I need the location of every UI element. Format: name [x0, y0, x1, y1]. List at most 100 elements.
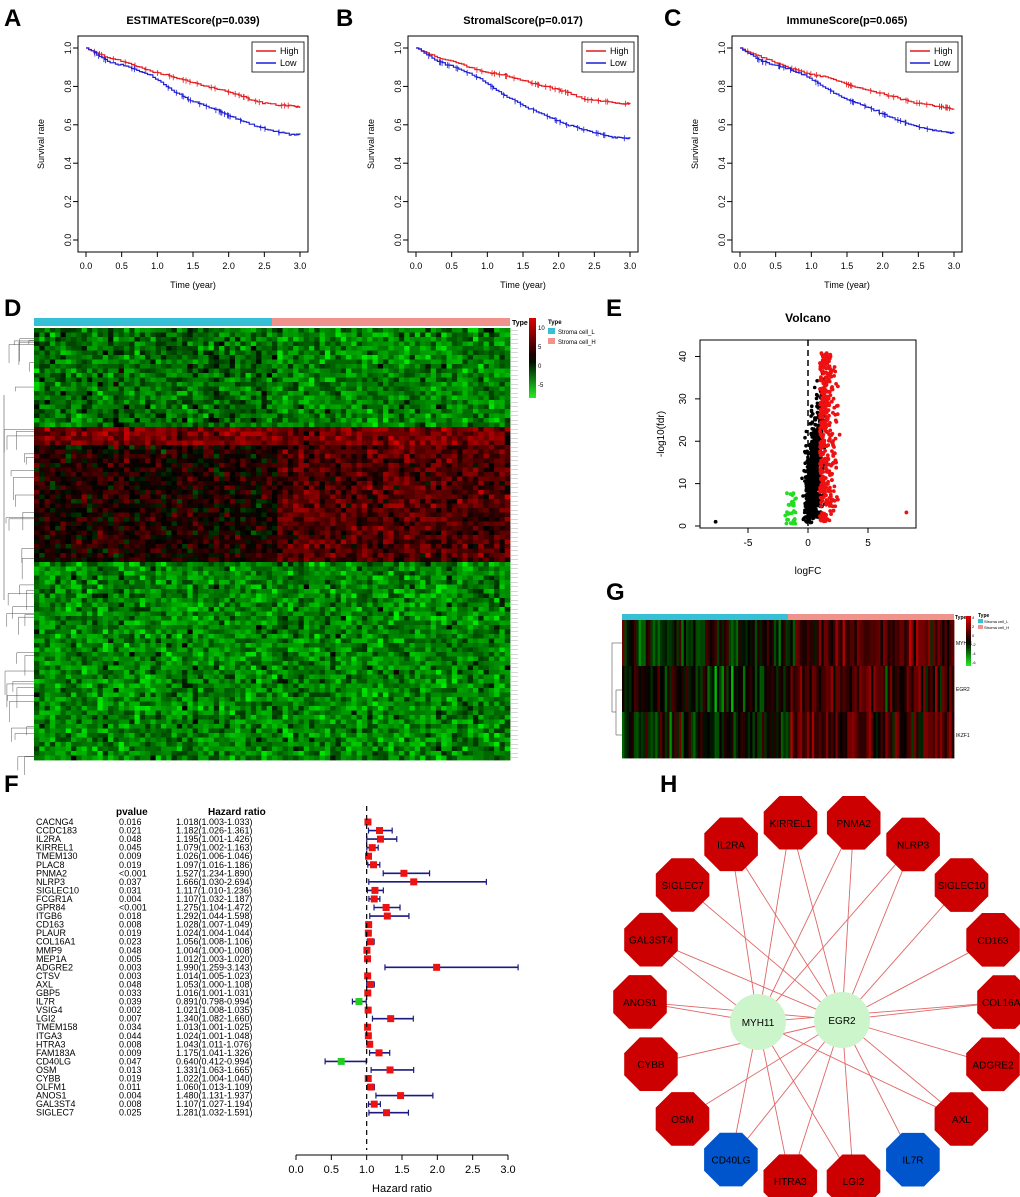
heatmap-cell — [171, 539, 178, 545]
heatmap-cell — [118, 467, 125, 473]
heatmap-cell — [208, 368, 215, 374]
heatmap-cell — [65, 400, 72, 405]
heatmap-cell — [76, 332, 82, 338]
heatmap-cell — [420, 400, 426, 405]
heatmap-cell — [303, 485, 310, 491]
heatmap-cell — [309, 328, 315, 333]
heatmap-cell — [118, 368, 125, 374]
heatmap-cell — [81, 400, 88, 405]
heatmap-cell — [293, 557, 299, 563]
heatmap-cell — [441, 539, 447, 545]
heatmap-cell — [113, 499, 120, 504]
heatmap-cell — [478, 346, 484, 351]
heatmap-cell — [504, 386, 511, 392]
heatmap-cell — [76, 391, 82, 396]
heatmap-cell — [240, 382, 246, 387]
heatmap-cell — [118, 476, 125, 482]
heatmap-cell — [245, 409, 252, 414]
heatmap-cell — [145, 539, 151, 545]
heatmap-cell — [446, 355, 453, 360]
heatmap-cell — [462, 517, 469, 522]
heatmap-cell — [435, 359, 442, 365]
heatmap-cell — [102, 535, 109, 540]
heatmap-cell — [108, 467, 114, 473]
heatmap-cell — [113, 395, 120, 401]
heatmap-cell — [145, 359, 151, 365]
heatmap-cell — [65, 445, 72, 450]
heatmap-cell — [377, 494, 384, 500]
heatmap-cell — [483, 368, 490, 374]
heatmap-cell — [49, 454, 56, 459]
heatmap-cell — [44, 418, 51, 423]
heatmap-cell — [97, 508, 104, 513]
heatmap-cell — [261, 499, 268, 504]
heatmap-cell — [65, 395, 72, 401]
heatmap-cell — [250, 512, 257, 518]
heatmap-cell — [266, 337, 273, 342]
heatmap-cell — [488, 382, 495, 387]
heatmap-cell — [213, 494, 220, 500]
heatmap-cell — [361, 359, 368, 365]
heatmap-cell — [65, 490, 72, 495]
heatmap-cell — [261, 422, 268, 428]
heatmap-cell — [330, 557, 336, 563]
heatmap-cell — [398, 395, 405, 401]
heatmap-cell — [145, 373, 151, 378]
heatmap-cell — [266, 413, 273, 419]
heatmap-cell — [361, 386, 368, 392]
heatmap-cell — [55, 359, 61, 365]
heatmap-cell — [182, 472, 188, 477]
heatmap-cell — [182, 364, 188, 369]
heatmap-cell — [39, 409, 45, 414]
heatmap-cell — [441, 364, 447, 369]
heatmap-cell — [367, 409, 373, 414]
heatmap-cell — [319, 404, 326, 410]
heatmap-cell — [60, 413, 67, 419]
heatmap-cell — [462, 463, 469, 468]
heatmap-cell — [488, 341, 495, 347]
heatmap-cell — [102, 472, 109, 477]
heatmap-cell — [293, 521, 299, 527]
heatmap-cell — [367, 535, 373, 540]
heatmap-cell — [266, 449, 273, 455]
heatmap-cell — [102, 346, 109, 351]
heatmap-cell — [467, 508, 474, 513]
heatmap-cell — [60, 346, 67, 351]
heatmap-cell — [377, 526, 384, 531]
heatmap-cell — [34, 526, 40, 531]
heatmap-cell — [340, 422, 347, 428]
heatmap-cell — [192, 530, 199, 536]
heatmap-cell — [324, 418, 331, 423]
heatmap-cell — [197, 355, 204, 360]
heatmap-cell — [102, 481, 109, 486]
heatmap-cell — [129, 368, 135, 374]
heatmap-cell — [176, 431, 183, 437]
heatmap-cell — [139, 422, 146, 428]
heatmap-cell — [266, 436, 273, 441]
heatmap-cell — [229, 400, 236, 405]
heatmap-cell — [451, 476, 458, 482]
heatmap-cell — [435, 341, 442, 347]
heatmap-cell — [208, 373, 215, 378]
heatmap-cell — [176, 476, 183, 482]
heatmap-cell — [494, 359, 500, 365]
heatmap-cell — [187, 521, 194, 527]
heatmap-cell — [483, 431, 490, 437]
heatmap-cell — [478, 503, 484, 509]
heatmap-cell — [197, 499, 204, 504]
heatmap-cell — [451, 409, 458, 414]
heatmap-cell — [293, 341, 299, 347]
heatmap-cell — [49, 539, 56, 545]
heatmap-cell — [425, 467, 432, 473]
heatmap-cell — [356, 494, 363, 500]
heatmap-cell — [472, 526, 479, 531]
heatmap-cell — [44, 548, 51, 554]
heatmap-cell — [388, 373, 395, 378]
heatmap-cell — [377, 467, 384, 473]
heatmap-cell — [367, 512, 373, 518]
heatmap-cell — [425, 454, 432, 459]
heatmap-cell — [287, 404, 294, 410]
heatmap-cell — [272, 530, 278, 536]
heatmap-cell — [150, 400, 157, 405]
heatmap-cell — [118, 337, 125, 342]
